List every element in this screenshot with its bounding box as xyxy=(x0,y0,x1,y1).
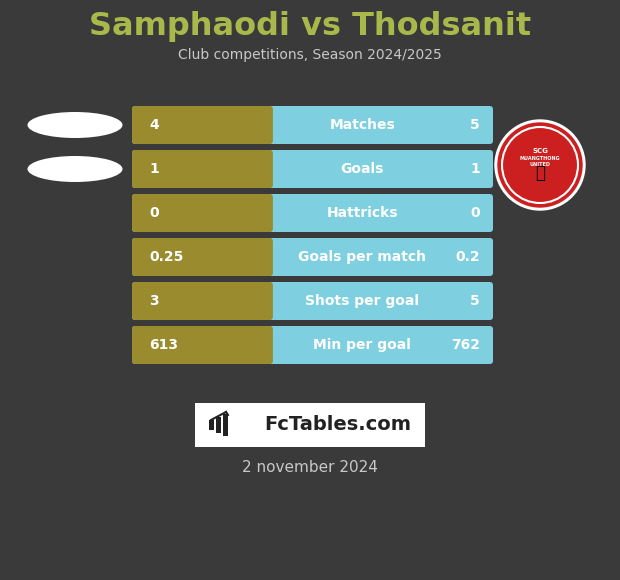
FancyBboxPatch shape xyxy=(132,150,273,188)
Text: 1: 1 xyxy=(470,162,480,176)
Text: 2 november 2024: 2 november 2024 xyxy=(242,461,378,476)
Text: 0.2: 0.2 xyxy=(455,250,480,264)
FancyBboxPatch shape xyxy=(132,282,493,320)
Circle shape xyxy=(495,120,585,210)
Text: Goals per match: Goals per match xyxy=(298,250,427,264)
Text: Goals: Goals xyxy=(340,162,384,176)
Text: 762: 762 xyxy=(451,338,480,352)
Ellipse shape xyxy=(27,112,123,138)
FancyBboxPatch shape xyxy=(132,238,273,276)
Text: Min per goal: Min per goal xyxy=(313,338,411,352)
FancyBboxPatch shape xyxy=(132,194,273,232)
Bar xyxy=(209,420,214,430)
Text: SCG: SCG xyxy=(532,148,548,154)
Text: UNITED: UNITED xyxy=(529,162,551,168)
Ellipse shape xyxy=(27,156,123,182)
Text: Matches: Matches xyxy=(329,118,395,132)
Text: 1: 1 xyxy=(149,162,159,176)
FancyBboxPatch shape xyxy=(132,282,273,320)
Text: 0: 0 xyxy=(471,206,480,220)
Text: 0.25: 0.25 xyxy=(149,250,184,264)
Text: 4: 4 xyxy=(149,118,159,132)
Text: Club competitions, Season 2024/2025: Club competitions, Season 2024/2025 xyxy=(178,48,442,62)
Text: 3: 3 xyxy=(149,294,159,308)
Text: 5: 5 xyxy=(470,294,480,308)
Text: 613: 613 xyxy=(149,338,178,352)
FancyBboxPatch shape xyxy=(132,150,493,188)
Text: 🐯: 🐯 xyxy=(535,164,545,182)
FancyBboxPatch shape xyxy=(132,106,493,144)
Bar xyxy=(223,414,228,436)
Text: MUANGTHONG: MUANGTHONG xyxy=(520,157,560,161)
Text: FcTables.com: FcTables.com xyxy=(264,415,411,434)
Bar xyxy=(216,417,221,433)
FancyBboxPatch shape xyxy=(132,326,273,364)
FancyBboxPatch shape xyxy=(132,194,493,232)
Circle shape xyxy=(498,123,582,207)
Text: 5: 5 xyxy=(470,118,480,132)
FancyBboxPatch shape xyxy=(132,106,273,144)
FancyBboxPatch shape xyxy=(132,326,493,364)
Text: Samphaodi vs Thodsanit: Samphaodi vs Thodsanit xyxy=(89,12,531,42)
Text: Shots per goal: Shots per goal xyxy=(305,294,419,308)
Text: Hattricks: Hattricks xyxy=(327,206,398,220)
FancyBboxPatch shape xyxy=(195,403,425,447)
Text: 0: 0 xyxy=(149,206,159,220)
FancyBboxPatch shape xyxy=(132,238,493,276)
